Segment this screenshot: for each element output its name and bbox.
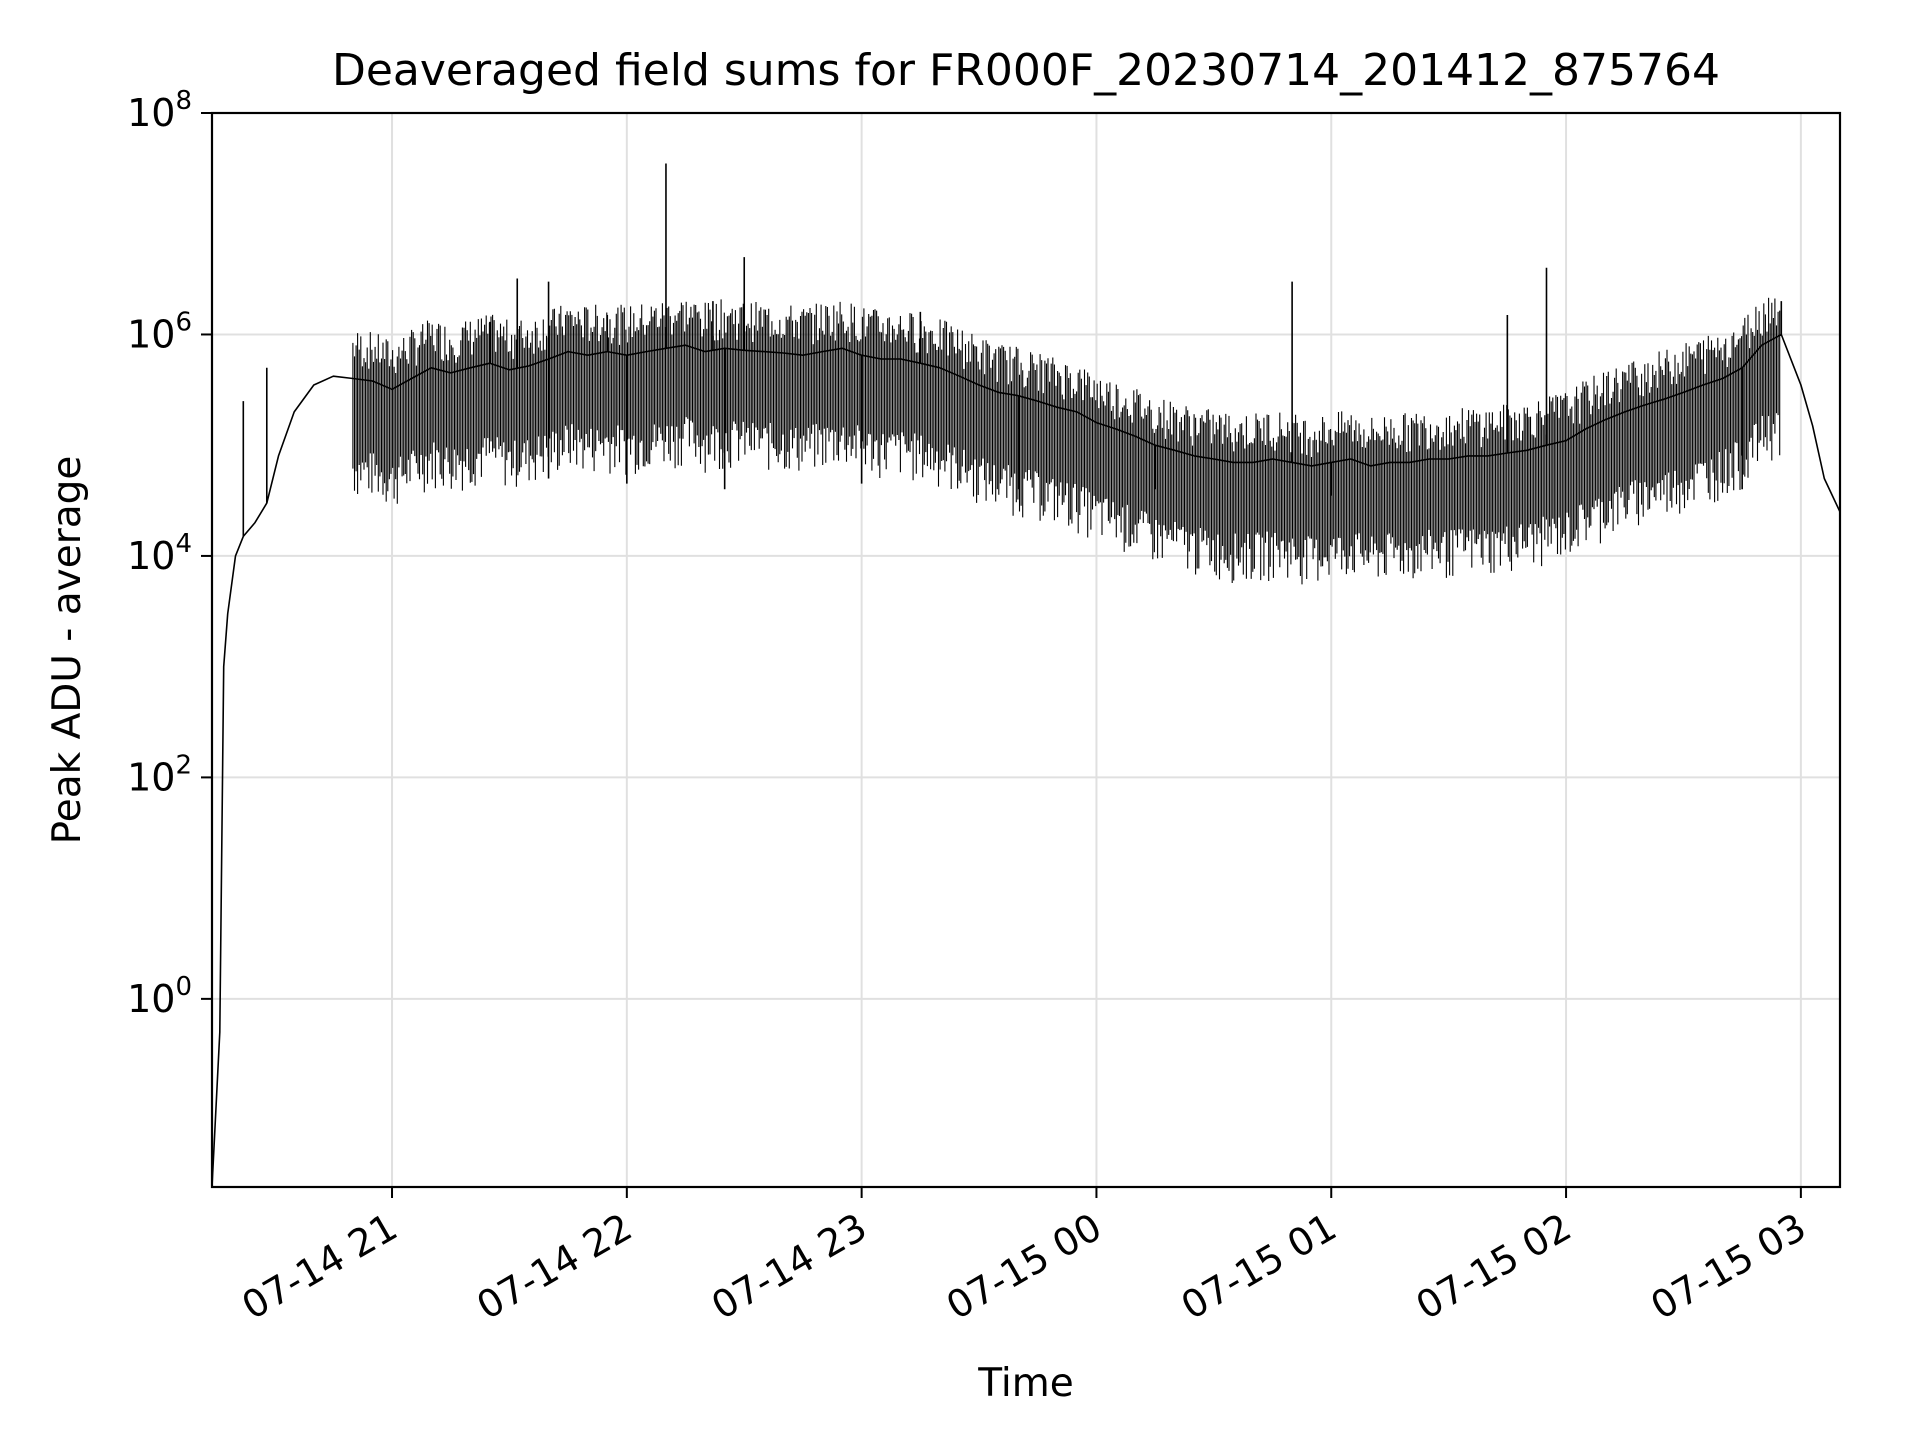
y-axis-label: Peak ADU - average [45,456,90,845]
plot-area [211,163,1841,1188]
y-axis: 100 102 104 106 108 [127,86,212,1021]
variation-layer [242,163,1783,585]
y-tick-label: 108 [127,86,192,135]
y-tick-label: 104 [127,529,192,578]
y-tick-label: 100 [127,972,192,1021]
plot-frame [210,111,1842,1189]
x-axis-label: Time [977,1361,1073,1406]
chart-title: Deaveraged field sums for FR000F_2023071… [332,45,1720,96]
y-tick-label: 102 [127,750,192,799]
y-tick-label: 106 [127,307,192,356]
